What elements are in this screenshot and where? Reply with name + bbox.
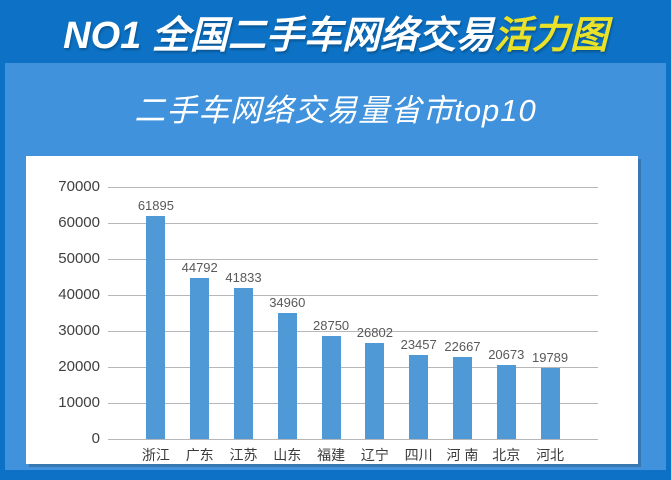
y-axis: 0 10000 20000 30000 40000 50000 60000 70000	[26, 178, 100, 447]
bar	[365, 342, 385, 439]
header-band: NO1 全国二手车网络交易活力图	[0, 0, 671, 63]
gridline	[108, 439, 598, 440]
bar-group: 41833	[222, 187, 266, 439]
main-title-text: NO1 全国二手车网络交易	[63, 15, 494, 57]
bar-group: 20673	[484, 187, 528, 439]
bar-value-label: 23457	[400, 336, 437, 352]
gridline	[108, 295, 598, 296]
gridline	[108, 403, 598, 404]
category-label: 广东	[185, 447, 214, 463]
gridline	[108, 187, 598, 188]
main-title-accent: 活力图	[493, 15, 608, 57]
bar	[190, 277, 210, 439]
gridline	[108, 223, 598, 224]
bar-group: 44792	[178, 187, 222, 439]
bar-value-label: 28750	[313, 317, 350, 333]
gridline	[108, 367, 598, 368]
y-axis-tick-label: 10000	[58, 394, 100, 411]
bar-group: 61895	[134, 187, 178, 439]
bar-group: 19789	[528, 187, 572, 439]
category-label: 河北	[536, 447, 565, 463]
bar-group: 26802	[353, 187, 397, 439]
chart-card: 0 10000 20000 30000 40000 50000 60000 70000 618…	[26, 156, 638, 464]
bar-value-label: 34960	[269, 295, 306, 311]
bars-row: 61895 44792 41833 34960 28750 26802 23457 22667…	[108, 187, 598, 439]
bar	[409, 354, 429, 439]
category-label: 山东	[273, 447, 302, 463]
gridline	[108, 331, 598, 332]
main-title: NO1 全国二手车网络交易活力图	[63, 4, 608, 59]
bar	[146, 216, 166, 439]
bar-value-label: 22667	[444, 339, 481, 355]
y-axis-tick-label: 40000	[58, 286, 100, 303]
bar-value-label: 20673	[488, 346, 525, 362]
bar	[321, 335, 341, 439]
bar-value-label: 26802	[356, 324, 393, 340]
bar-group: 22667	[441, 187, 485, 439]
bar-group: 23457	[397, 187, 441, 439]
y-axis-tick-label: 70000	[58, 178, 100, 195]
x-axis: 浙江 广东 江苏 山东 福建 辽宁 四川河 南北京 河北	[108, 445, 598, 465]
category-label: 北京	[492, 447, 521, 463]
bar-value-label: 19789	[531, 349, 569, 365]
bar-group: 28750	[309, 187, 353, 439]
category-label: 河 南	[446, 447, 479, 463]
y-axis-tick-label: 30000	[58, 322, 100, 339]
bar	[540, 367, 560, 439]
gridline	[108, 259, 598, 260]
category-label: 辽宁	[360, 447, 389, 463]
bar-value-label: 44792	[181, 259, 218, 275]
chart-title: 二手车网络交易量省市top10	[134, 93, 537, 128]
category-label: 浙江	[141, 447, 170, 463]
bar	[233, 288, 253, 439]
y-axis-tick-label: 50000	[58, 250, 100, 267]
y-axis-tick-label: 60000	[58, 214, 100, 231]
category-label: 福建	[317, 447, 346, 463]
y-axis-tick-label: 20000	[58, 358, 100, 375]
bar-value-label: 41833	[225, 270, 262, 286]
bar	[277, 313, 297, 439]
content-panel: 二手车网络交易量省市top10 0 10000 20000 30000 40000 500…	[5, 63, 666, 470]
bar	[452, 357, 472, 439]
bar-group: 34960	[265, 187, 309, 439]
y-axis-tick-label: 0	[91, 430, 100, 447]
bar	[496, 364, 516, 439]
category-label: 四川	[404, 447, 433, 463]
bar-chart-plot: 61895 44792 41833 34960 28750 26802 23457 22667…	[108, 187, 598, 440]
bar-value-label: 61895	[137, 198, 174, 214]
category-label: 江苏	[229, 447, 258, 463]
